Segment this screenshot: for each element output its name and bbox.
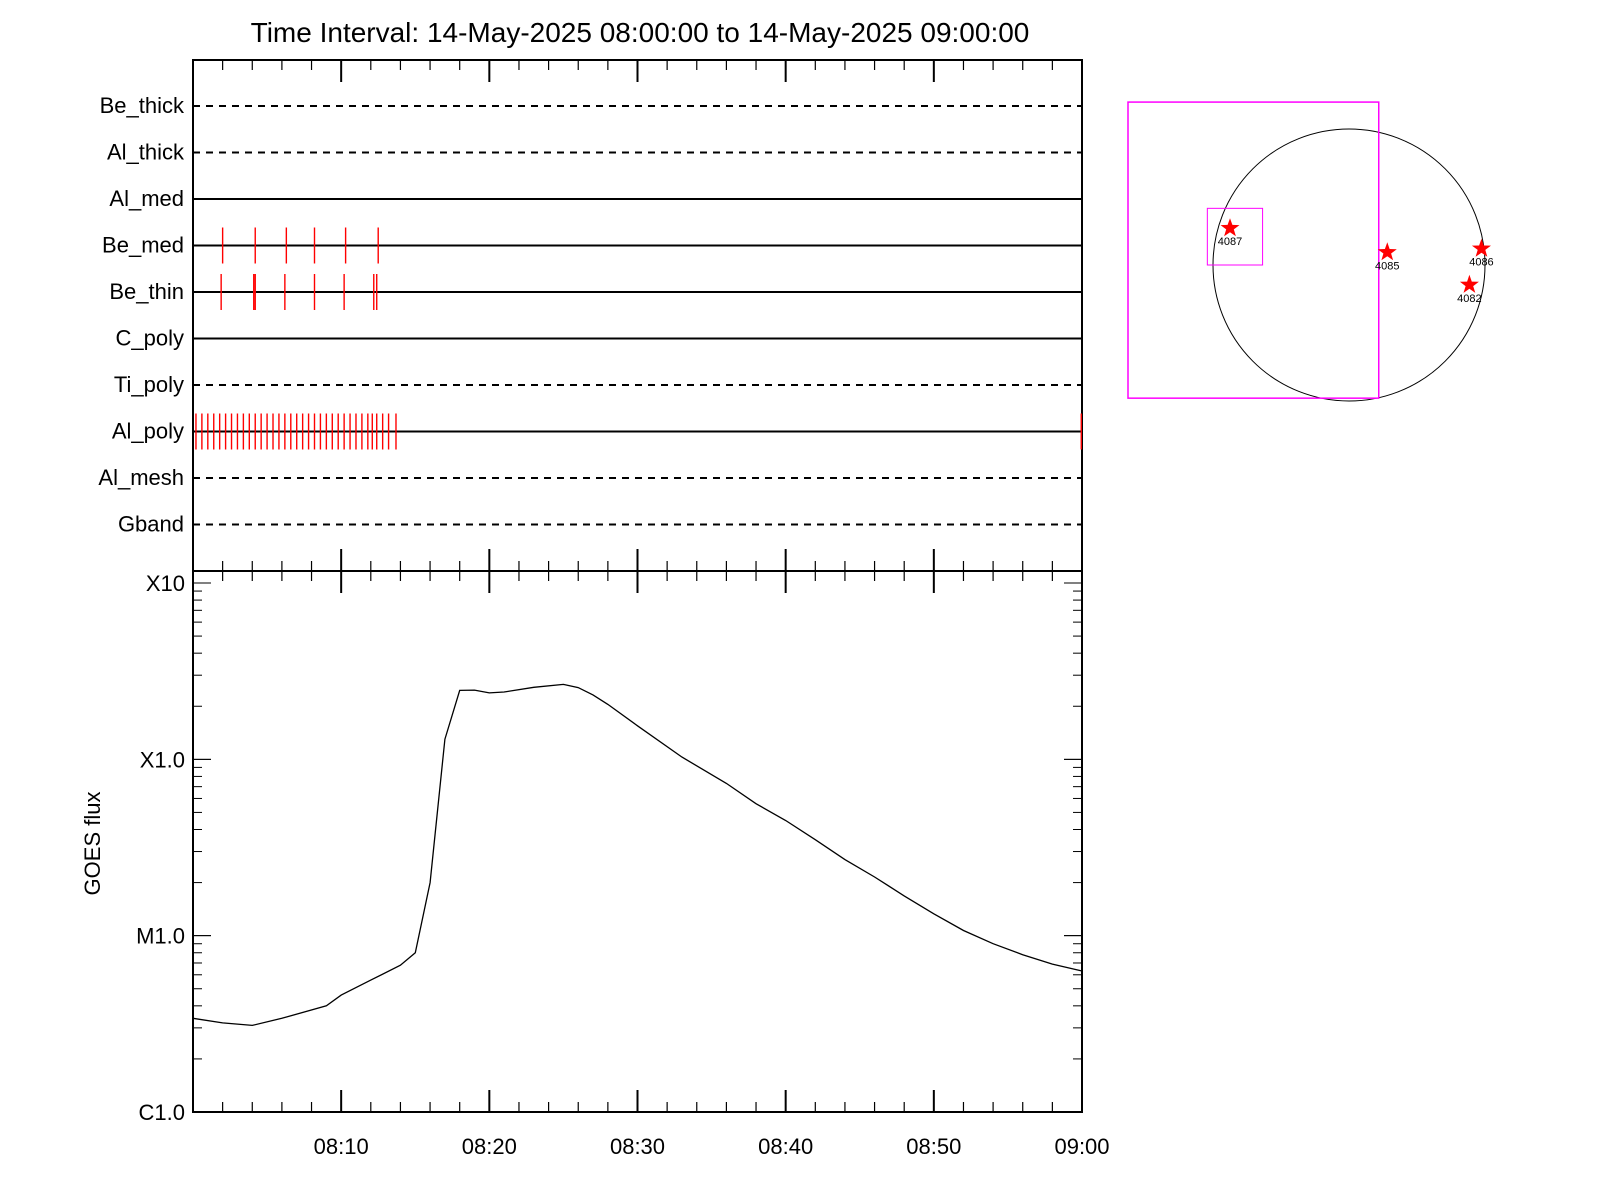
time-tick-label: 08:30 (610, 1134, 665, 1159)
chart-title: Time Interval: 14-May-2025 08:00:00 to 1… (251, 17, 1030, 48)
goes-y-tick-label: X10 (146, 571, 185, 596)
active-region-star (1471, 238, 1491, 257)
goes-panel-frame (192, 570, 1083, 1113)
time-tick-label: 08:10 (314, 1134, 369, 1159)
filter-row-label: Gband (118, 512, 184, 537)
filter-row-label: Al_med (109, 186, 184, 211)
fov-box-large (1127, 101, 1380, 399)
filter-row-label: Al_mesh (98, 465, 184, 490)
goes-y-tick-label: C1.0 (139, 1100, 185, 1125)
filter-row-label: Al_thick (107, 140, 185, 165)
fov-box-small (1206, 207, 1264, 266)
filter-row-label: Al_poly (112, 419, 184, 444)
active-region-label: 4082 (1457, 293, 1481, 305)
filter-row-label: Be_thin (109, 279, 184, 304)
goes-flux-line (192, 683, 1083, 1027)
active-region-label: 4087 (1218, 236, 1242, 248)
active-region-label: 4086 (1469, 257, 1493, 269)
active-region-star (1220, 218, 1240, 237)
active-region-star (1459, 274, 1479, 293)
filter-timeline-panel: Be_thick Al_thick Al_med Be_med Be_thin C_pol… (98, 59, 1083, 572)
filter-row-label: Ti_poly (114, 372, 184, 397)
filter-row-label: C_poly (116, 326, 184, 351)
goes-y-tick-label: X1.0 (140, 747, 185, 772)
time-tick-label: 09:00 (1054, 1134, 1109, 1159)
goes-y-axis-label: GOES flux (80, 792, 105, 896)
goes-flux-panel: X10 X1.0 M1.0 C1.0 GOES flux (80, 570, 1083, 1125)
active-region-label: 4085 (1375, 260, 1399, 272)
time-tick-label: 08:50 (906, 1134, 961, 1159)
goes-y-tick-label: M1.0 (136, 924, 185, 949)
time-axis: 08:10 08:20 08:30 08:40 08:50 09:00 (192, 60, 1110, 1159)
filter-row-label: Be_med (102, 233, 184, 258)
solar-disk-panel: 4087 4085 4086 4082 (1127, 101, 1494, 402)
filter-panel-frame (192, 59, 1083, 572)
time-tick-label: 08:20 (462, 1134, 517, 1159)
active-region-star (1377, 242, 1397, 261)
time-tick-label: 08:40 (758, 1134, 813, 1159)
filter-row-label: Be_thick (100, 93, 185, 118)
